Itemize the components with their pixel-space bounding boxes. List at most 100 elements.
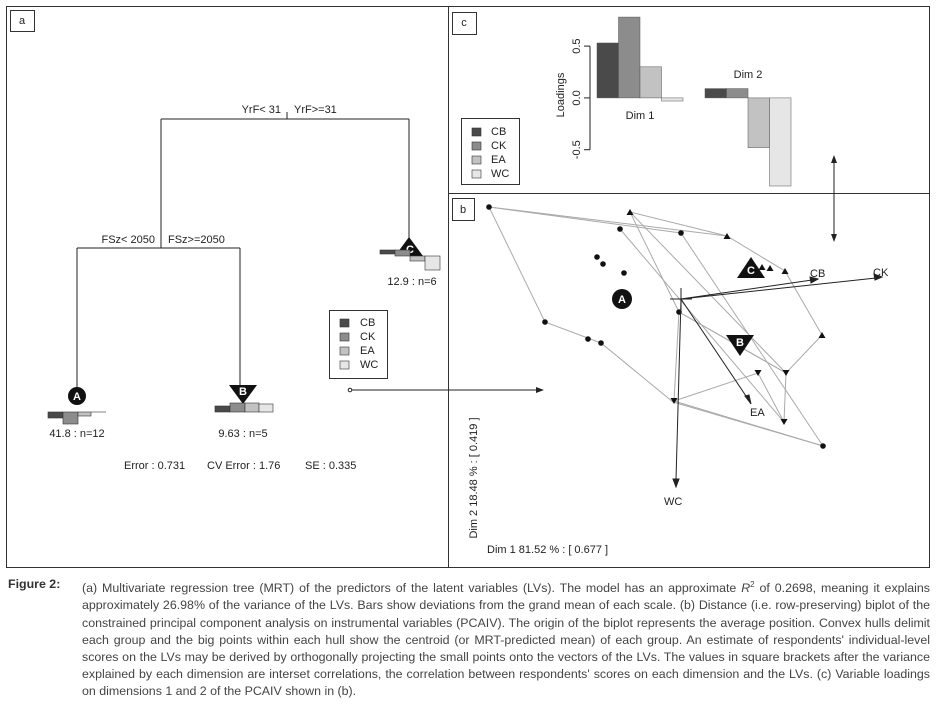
y-tick-label: -0.5 [571, 140, 583, 159]
caption: Figure 2: (a) Multivariate regression tr… [8, 576, 930, 701]
point [626, 209, 634, 215]
centroid-label: A [618, 294, 626, 306]
panel-label-box [452, 198, 475, 221]
category-label: Dim 1 [626, 110, 655, 122]
point [820, 443, 826, 449]
point [678, 230, 684, 236]
node-marker [68, 387, 86, 405]
y-axis-label: Dim 2 18.48 % : [ 0.419 ] [468, 417, 480, 538]
vector-label: EA [750, 407, 765, 419]
legend-swatch [339, 346, 350, 356]
point [594, 254, 600, 260]
legend-swatch [471, 141, 482, 151]
panel-label: c [461, 17, 467, 29]
panel-label-box [452, 12, 477, 35]
point [621, 270, 627, 276]
points [486, 204, 826, 449]
bar [704, 88, 727, 99]
centroid [726, 335, 754, 356]
bar [769, 97, 792, 187]
vector-label: CK [873, 267, 889, 279]
bar [596, 42, 619, 99]
bar [726, 88, 749, 99]
legend-swatch [471, 155, 482, 165]
node-label: 9.63 : n=5 [218, 428, 267, 440]
vectors [670, 273, 884, 489]
legend-swatch [339, 332, 350, 342]
legend-label: CK [360, 331, 376, 343]
category-label: Dim 2 [734, 69, 763, 81]
error-stat: SE : 0.335 [305, 460, 356, 472]
legend-box [329, 310, 388, 379]
legend-swatch [471, 127, 482, 137]
centroid-label: C [747, 265, 755, 277]
point [600, 261, 606, 267]
node-label: 41.8 : n=12 [49, 428, 104, 440]
bar [618, 16, 641, 99]
superscript: 2 [750, 580, 755, 589]
y-axis-label: Loadings [555, 72, 567, 117]
point [486, 204, 492, 210]
node-bars [47, 249, 441, 425]
split-label: YrF< 31 [242, 104, 281, 116]
split-label: FSz< 2050 [101, 234, 155, 246]
tree [76, 112, 410, 388]
y-tick-label: 0.5 [571, 38, 583, 53]
node-marker-label: A [73, 391, 81, 403]
point [670, 398, 678, 404]
arrowhead [831, 155, 837, 163]
legend-label: CB [360, 317, 375, 329]
bar [661, 97, 684, 102]
point [542, 319, 548, 325]
legend-swatch [339, 318, 350, 328]
node-marker [229, 385, 257, 404]
point [598, 340, 604, 346]
point [818, 332, 826, 338]
caption-text: of 0.2698, meaning it explains approxima… [82, 581, 931, 699]
error-stat: CV Error : 1.76 [207, 460, 280, 472]
panel-label-box [10, 10, 35, 32]
node-label: 12.9 : n=6 [387, 276, 436, 288]
legend-label: WC [360, 359, 378, 371]
centroid [612, 289, 632, 309]
legend-swatch [339, 360, 350, 370]
point [780, 419, 788, 425]
arrowhead [536, 387, 544, 393]
centroid [737, 257, 765, 278]
bar [747, 97, 770, 148]
legend-swatch [471, 169, 482, 179]
arrowhead [831, 234, 837, 242]
point [723, 233, 731, 239]
figure-frame [6, 6, 930, 568]
panel-label: a [19, 15, 26, 27]
arrow-start [347, 387, 353, 393]
convex-hull [488, 206, 825, 447]
error-stat: Error : 0.731 [124, 460, 185, 472]
legend-label: EA [360, 345, 375, 357]
node-marker-label: B [239, 386, 247, 398]
legend: CB CK EA WC [339, 317, 378, 371]
legend-label: CK [491, 140, 507, 152]
legend-label: CB [491, 126, 506, 138]
point [766, 265, 774, 271]
caption-text: (a) Multivariate regression tree (MRT) o… [82, 581, 742, 596]
panel-label: b [460, 204, 466, 216]
bar [639, 66, 662, 99]
split-label: FSz>=2050 [168, 234, 225, 246]
vector-label: CB [810, 268, 825, 280]
x-axis-label: Dim 1 81.52 % : [ 0.677 ] [487, 544, 608, 556]
loadings-chart: -0.5 0.0 0.5 Dim 1 Dim 2 CB CK EA WC [471, 16, 792, 187]
centroid-label: B [736, 337, 744, 349]
point [585, 336, 591, 342]
point [782, 370, 790, 376]
caption-text: (a) Multivariate regression tree (MRT) o… [82, 576, 930, 701]
y-tick-label: 0.0 [571, 90, 583, 105]
point [758, 264, 766, 270]
point [617, 226, 623, 232]
symbol: R [741, 581, 751, 596]
legend-label: EA [491, 154, 506, 166]
caption-label: Figure 2: [8, 577, 61, 591]
legend-label: WC [491, 168, 509, 180]
point [781, 268, 789, 274]
